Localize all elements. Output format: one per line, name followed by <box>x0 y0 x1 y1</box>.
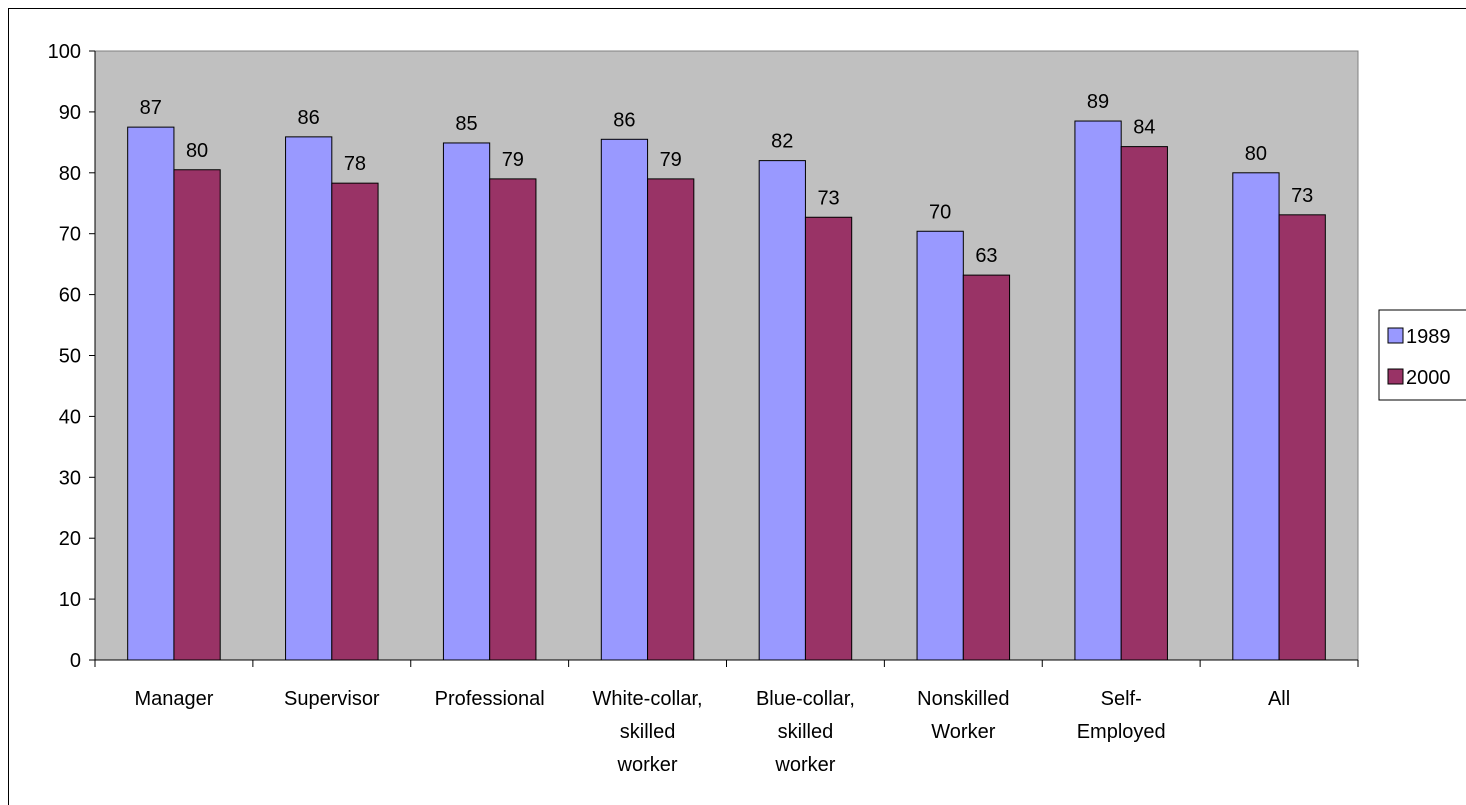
data-label-2000: 78 <box>344 153 366 175</box>
bar-1989 <box>758 160 806 661</box>
bar-1989 <box>916 230 964 661</box>
data-label-1989: 87 <box>140 97 162 119</box>
x-category-label: Self- <box>1101 688 1142 710</box>
bar-2000 <box>1120 146 1168 661</box>
x-category-label: worker <box>774 754 835 776</box>
y-tick-label: 30 <box>59 467 81 489</box>
data-label-2000: 73 <box>1291 185 1313 207</box>
y-tick-label: 80 <box>59 163 81 185</box>
x-category-label: Nonskilled <box>917 688 1009 710</box>
bar-1989 <box>127 126 175 661</box>
data-label-2000: 79 <box>660 149 682 171</box>
x-category-label: Supervisor <box>284 688 380 710</box>
legend-swatch-2000 <box>1387 368 1404 385</box>
data-label-1989: 85 <box>455 113 477 135</box>
bar-1989 <box>1074 120 1122 661</box>
x-category-label: Professional <box>435 688 545 710</box>
plot-area <box>94 50 1359 661</box>
bar-1989 <box>1232 172 1280 661</box>
x-axis: Manager Supervisor Professional White-colla… <box>94 659 1359 776</box>
chart-frame <box>8 8 1466 805</box>
legend: 1989 2000 <box>1378 309 1466 401</box>
legend-swatch-1989 <box>1387 327 1404 344</box>
bar-2000 <box>331 182 379 661</box>
y-tick-label: 40 <box>59 406 81 428</box>
legend-label-1989: 1989 <box>1406 326 1451 348</box>
y-tick-label: 90 <box>59 102 81 124</box>
y-tick-label: 70 <box>59 224 81 246</box>
data-label-2000: 80 <box>186 140 208 162</box>
data-label-1989: 70 <box>929 201 951 223</box>
bar-1989 <box>600 138 649 661</box>
x-category-label: Manager <box>134 688 213 710</box>
bar-2000 <box>1278 214 1326 661</box>
y-tick-label: 100 <box>48 41 81 63</box>
x-category-label: worker <box>617 754 678 776</box>
y-tick-label: 10 <box>59 589 81 611</box>
x-category-label: All <box>1268 688 1290 710</box>
bar-2000 <box>647 178 695 661</box>
y-axis: 0 10 20 30 40 50 60 70 80 90 100 <box>48 41 96 672</box>
bar-1989 <box>285 136 333 661</box>
x-category-label: Employed <box>1077 721 1166 743</box>
bar-2000 <box>962 274 1011 661</box>
y-tick-label: 60 <box>59 285 81 307</box>
data-label-1989: 89 <box>1087 91 1109 113</box>
data-label-2000: 73 <box>817 187 839 209</box>
y-tick-label: 20 <box>59 528 81 550</box>
bar-2000 <box>173 169 221 661</box>
bar-2000 <box>489 178 537 661</box>
x-category-label: skilled <box>778 721 834 743</box>
data-label-1989: 80 <box>1245 143 1267 165</box>
y-tick-label: 0 <box>70 650 81 672</box>
bars: 87 80 86 78 85 79 86 79 82 73 70 63 89 84 80 73 <box>127 91 1326 661</box>
x-category-label: skilled <box>620 721 676 743</box>
bar-2000 <box>804 216 853 661</box>
y-tick-label: 50 <box>59 346 81 368</box>
legend-box <box>1378 309 1466 401</box>
x-category-label: Blue-collar, <box>756 688 855 710</box>
x-category-label: White-collar, <box>593 688 703 710</box>
legend-label-2000: 2000 <box>1406 367 1451 389</box>
x-category-label: Worker <box>931 721 995 743</box>
bar-1989 <box>442 142 491 661</box>
data-label-1989: 86 <box>298 107 320 129</box>
data-label-2000: 79 <box>502 149 524 171</box>
data-label-1989: 82 <box>771 131 793 153</box>
data-label-1989: 86 <box>613 109 635 131</box>
data-label-2000: 63 <box>975 245 997 267</box>
data-label-2000: 84 <box>1133 117 1155 139</box>
